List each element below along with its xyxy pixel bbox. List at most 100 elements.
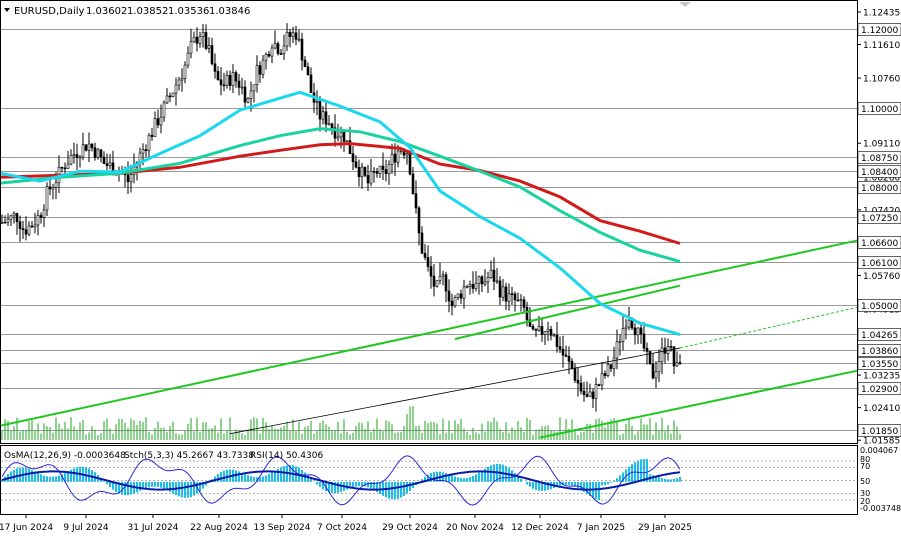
candle-body [654, 371, 658, 379]
candle-body [642, 333, 646, 349]
moving-average-line [0, 127, 681, 264]
candle-body [36, 215, 40, 226]
candle-body [441, 274, 445, 277]
candle-body [162, 102, 166, 118]
candle-body [180, 78, 184, 81]
candle-body [243, 86, 247, 103]
level-label: 1.02900 [861, 385, 898, 395]
candle-body [531, 326, 535, 330]
candle-body [387, 164, 391, 174]
candle-body [507, 293, 511, 302]
candle-body [447, 290, 451, 302]
candle-body [183, 64, 187, 79]
candle-body [480, 276, 484, 285]
dropdown-icon[interactable] [4, 8, 10, 12]
level-label: 1.08000 [861, 184, 898, 194]
candle-body [273, 43, 277, 49]
candle-body [282, 45, 286, 54]
price-panel-frame [0, 0, 858, 444]
y-tick-label: 1.03235 [863, 372, 900, 382]
channel-line [454, 284, 681, 340]
candle-body [99, 149, 103, 158]
candle-body [345, 140, 349, 142]
candle-body [171, 92, 175, 97]
indicator-axis-label: 30 [860, 489, 870, 498]
candle-body [333, 127, 337, 139]
candle-body [297, 38, 301, 41]
y-tick-label: 1.05760 [863, 272, 900, 282]
candle-body [285, 32, 289, 47]
candle-body [603, 373, 607, 376]
candle-body [501, 286, 505, 298]
candle-body [564, 354, 568, 357]
candle-body [471, 284, 475, 289]
trend-line-extension [679, 306, 858, 349]
candle-body [30, 225, 34, 228]
candle-body [189, 41, 193, 54]
candle-body [522, 299, 526, 308]
candle-body [291, 32, 295, 37]
candle-body [342, 131, 346, 142]
candle-body [60, 166, 64, 169]
candle-body [240, 86, 244, 89]
candle-body [492, 269, 496, 282]
candle-body [462, 286, 466, 299]
x-tick-label: 22 Aug 2024 [190, 523, 248, 533]
trend-line [229, 347, 681, 435]
level-label: 1.08750 [861, 154, 898, 164]
candle-body [519, 299, 523, 302]
candle-body [228, 75, 232, 86]
candle-body [108, 162, 112, 166]
candle-body [279, 53, 283, 55]
candle-body [390, 153, 394, 165]
candle-body [3, 221, 7, 224]
level-label: 1.04265 [861, 331, 898, 341]
candle-body [252, 84, 256, 92]
candle-body [558, 346, 562, 350]
candle-body [222, 84, 226, 87]
candle-body [432, 275, 436, 287]
y-tick-label: 1.09110 [863, 140, 900, 150]
candle-body [267, 53, 271, 57]
candle-body [336, 136, 340, 139]
y-tick-label: 1.10760 [863, 75, 900, 85]
candle-body [594, 384, 598, 399]
candle-body [192, 36, 196, 43]
candle-body [381, 165, 385, 170]
candle-body [15, 213, 19, 223]
candle-body [174, 84, 178, 94]
candle-body [237, 80, 241, 88]
ohlc-high: 1.03852 [127, 6, 168, 17]
x-tick-label: 17 Jun 2024 [0, 523, 53, 533]
candle-body [411, 173, 415, 194]
candle-body [168, 95, 172, 98]
candle-body [378, 165, 382, 174]
y-tick-label: 1.12435 [863, 9, 900, 19]
candle-body [78, 156, 82, 159]
stochastic-line [1, 455, 681, 506]
rsi-line [1, 470, 681, 491]
candle-body [582, 390, 586, 395]
candle-body [12, 213, 16, 217]
candle-body [528, 319, 532, 327]
candle-body [264, 53, 268, 61]
candle-body [318, 100, 322, 120]
candle-body [213, 63, 217, 72]
candle-body [657, 361, 661, 373]
candle-body [321, 111, 325, 120]
candle-body [420, 232, 424, 254]
candle-body [672, 346, 676, 367]
candle-body [102, 156, 106, 164]
candle-body [366, 175, 370, 184]
candle-body [645, 347, 649, 352]
candle-body [540, 326, 544, 335]
candle-body [165, 95, 169, 104]
scroll-marker-icon[interactable] [679, 2, 691, 7]
level-label: 1.05000 [861, 302, 898, 312]
candle-body [39, 215, 43, 218]
candle-body [360, 166, 364, 177]
x-tick-label: 20 Nov 2024 [446, 523, 504, 533]
candle-body [327, 123, 331, 126]
candle-body [486, 277, 490, 283]
